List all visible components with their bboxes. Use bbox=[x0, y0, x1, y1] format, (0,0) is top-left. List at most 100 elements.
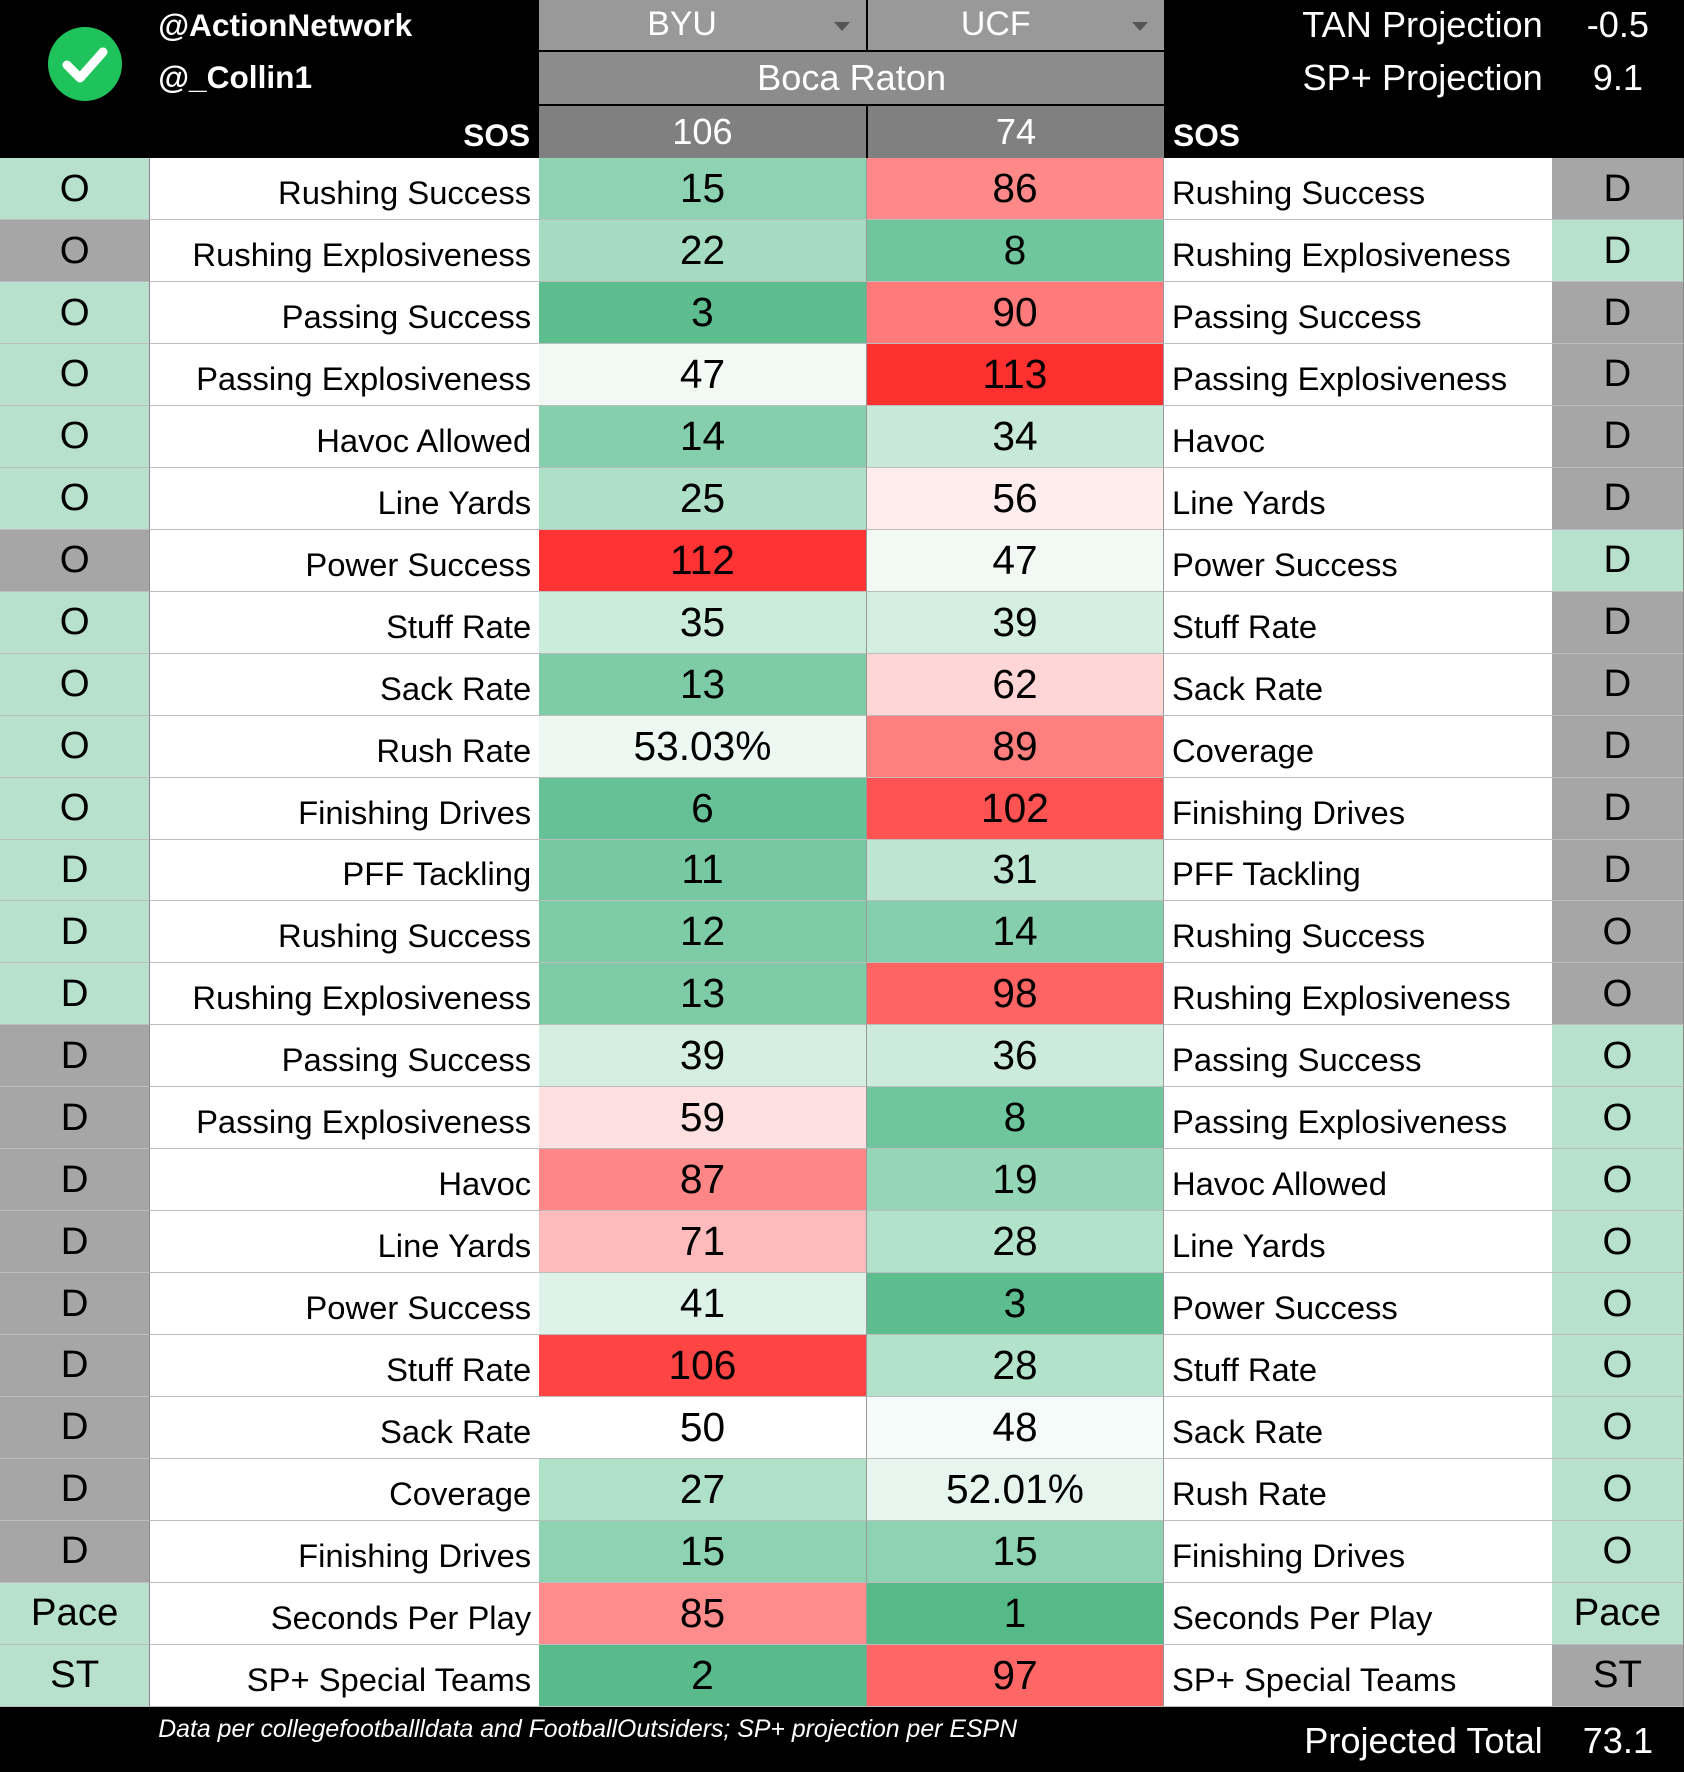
stat-label: Sack Rate bbox=[150, 653, 540, 716]
footer-note: Data per collegefootballldata and Footba… bbox=[158, 1714, 1018, 1743]
stat-label: Stuff Rate bbox=[150, 1334, 540, 1397]
byu-rank: 87 bbox=[539, 1149, 867, 1212]
side-cell: D bbox=[0, 1520, 151, 1583]
side-cell: O bbox=[1551, 1273, 1684, 1335]
side-cell: D bbox=[1551, 591, 1684, 654]
stat-label: Rushing Explosiveness bbox=[150, 220, 540, 283]
stat-label: SP+ Special Teams bbox=[1164, 1644, 1552, 1707]
side-cell: D bbox=[1551, 715, 1684, 778]
ucf-rank: 39 bbox=[866, 591, 1165, 654]
byu-rank: 53.03% bbox=[539, 715, 867, 778]
side-cell: O bbox=[0, 158, 151, 221]
side-cell: ST bbox=[0, 1644, 151, 1707]
side-cell: O bbox=[1551, 1334, 1684, 1397]
ucf-rank: 98 bbox=[866, 963, 1165, 1026]
ucf-rank: 52.01% bbox=[866, 1458, 1165, 1521]
byu-rank: 106 bbox=[539, 1334, 867, 1397]
stat-label: Havoc Allowed bbox=[150, 405, 540, 468]
stat-label: Rushing Explosiveness bbox=[1164, 963, 1552, 1026]
stat-label: Finishing Drives bbox=[150, 1520, 540, 1583]
side-cell: D bbox=[1551, 405, 1684, 468]
byu-rank: 14 bbox=[539, 405, 867, 468]
side-cell: Pace bbox=[0, 1582, 151, 1645]
stat-label: Line Yards bbox=[1164, 467, 1552, 530]
stat-label: Rush Rate bbox=[1164, 1458, 1552, 1521]
side-cell: O bbox=[0, 344, 151, 406]
dropdown-arrow bbox=[833, 22, 850, 31]
ucf-rank: 62 bbox=[866, 653, 1165, 716]
stat-label: Sack Rate bbox=[150, 1396, 540, 1459]
side-cell: O bbox=[1551, 1087, 1684, 1150]
side-cell: D bbox=[0, 1458, 151, 1521]
side-cell: D bbox=[1551, 839, 1684, 902]
side-cell: D bbox=[1551, 529, 1684, 592]
total-label: Projected Total bbox=[1304, 1719, 1543, 1761]
ucf-rank: 89 bbox=[866, 715, 1165, 778]
side-cell: D bbox=[1551, 158, 1684, 221]
projection-label: TAN Projection bbox=[1302, 3, 1543, 45]
stat-label: Stuff Rate bbox=[1164, 1334, 1552, 1397]
ucf-rank: 8 bbox=[866, 220, 1165, 283]
byu-rank: 2 bbox=[539, 1644, 867, 1707]
side-cell: D bbox=[0, 1334, 151, 1397]
stat-label: Passing Explosiveness bbox=[150, 1087, 540, 1150]
side-cell: D bbox=[0, 1396, 151, 1459]
ucf-rank: 28 bbox=[866, 1211, 1165, 1274]
side-cell: D bbox=[0, 1025, 151, 1088]
side-cell: O bbox=[1551, 1520, 1684, 1583]
side-cell: D bbox=[1551, 220, 1684, 283]
stat-label: Passing Success bbox=[1164, 1025, 1552, 1088]
stat-label: Finishing Drives bbox=[1164, 1520, 1552, 1583]
side-cell: O bbox=[0, 405, 151, 468]
sos-value: 74 bbox=[867, 106, 1165, 159]
stat-label: Power Success bbox=[1164, 529, 1552, 592]
ucf-rank: 14 bbox=[866, 901, 1165, 964]
stat-label: Rushing Explosiveness bbox=[150, 963, 540, 1026]
ucf-rank: 102 bbox=[866, 777, 1165, 840]
byu-rank: 3 bbox=[539, 282, 867, 345]
side-cell: O bbox=[1551, 1396, 1684, 1459]
ucf-rank: 48 bbox=[866, 1396, 1165, 1459]
sos-label: SOS bbox=[1173, 117, 1240, 154]
ucf-rank: 90 bbox=[866, 282, 1165, 345]
stat-label: PFF Tackling bbox=[1164, 839, 1552, 902]
byu-rank: 59 bbox=[539, 1087, 867, 1150]
stat-label: Line Yards bbox=[1164, 1211, 1552, 1274]
verified-icon bbox=[48, 27, 122, 101]
side-cell: O bbox=[1551, 1025, 1684, 1088]
ucf-rank: 31 bbox=[866, 839, 1165, 902]
projection-value: -0.5 bbox=[1586, 3, 1650, 45]
stat-label: Havoc bbox=[1164, 405, 1552, 468]
projection-value: 9.1 bbox=[1592, 56, 1643, 98]
side-cell: ST bbox=[1551, 1644, 1684, 1707]
stat-label: Sack Rate bbox=[1164, 653, 1552, 716]
side-cell: O bbox=[0, 715, 151, 778]
side-cell: D bbox=[1551, 653, 1684, 716]
stat-label: Finishing Drives bbox=[1164, 777, 1552, 840]
stat-label: Power Success bbox=[150, 529, 540, 592]
side-cell: O bbox=[1551, 1211, 1684, 1274]
stat-label: Passing Explosiveness bbox=[1164, 344, 1552, 406]
ucf-rank: 1 bbox=[866, 1582, 1165, 1645]
ucf-rank: 113 bbox=[866, 344, 1165, 406]
byu-rank: 50 bbox=[539, 1396, 867, 1459]
side-cell: O bbox=[1551, 1149, 1684, 1212]
ucf-rank: 19 bbox=[866, 1149, 1165, 1212]
byu-rank: 41 bbox=[539, 1273, 867, 1335]
side-cell: D bbox=[0, 1087, 151, 1150]
stat-label: Rushing Success bbox=[1164, 901, 1552, 964]
stat-label: Passing Success bbox=[1164, 282, 1552, 345]
side-cell: D bbox=[0, 1273, 151, 1335]
ucf-rank: 97 bbox=[866, 1644, 1165, 1707]
byu-rank: 25 bbox=[539, 467, 867, 530]
side-cell: D bbox=[0, 1149, 151, 1212]
stat-label: Rushing Success bbox=[150, 901, 540, 964]
sos-label: SOS bbox=[463, 117, 531, 154]
side-cell: O bbox=[0, 777, 151, 840]
total-value: 73.1 bbox=[1582, 1719, 1654, 1761]
byu-rank: 71 bbox=[539, 1211, 867, 1274]
side-cell: D bbox=[1551, 467, 1684, 530]
stat-label: Seconds Per Play bbox=[1164, 1582, 1552, 1645]
stat-label: Rushing Explosiveness bbox=[1164, 220, 1552, 283]
